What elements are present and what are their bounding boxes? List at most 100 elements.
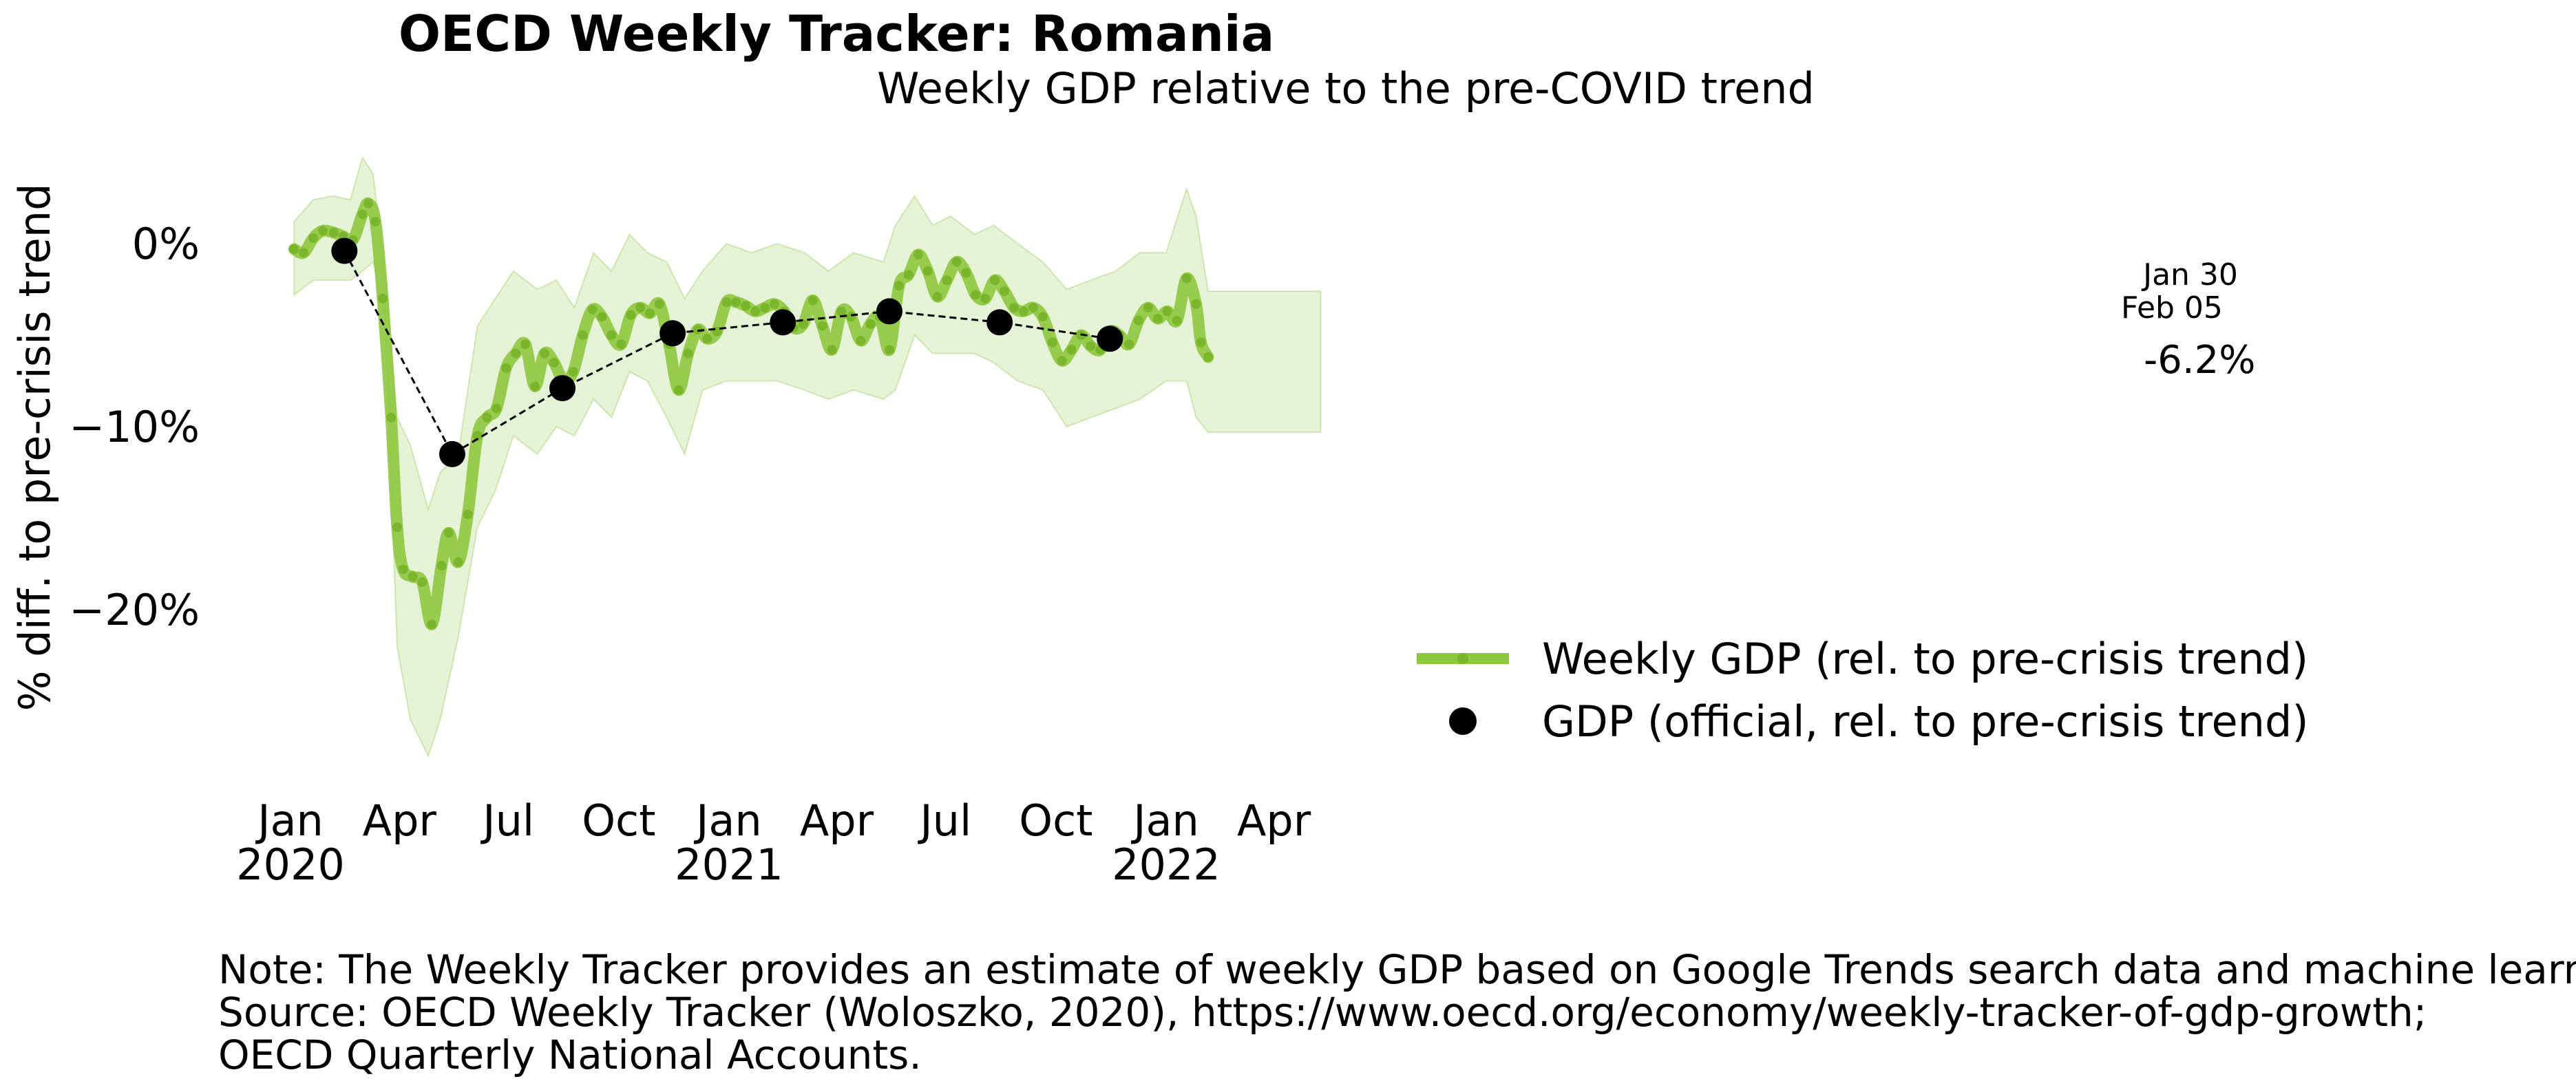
weekly-gdp-point <box>836 306 847 317</box>
weekly-gdp-point <box>482 412 492 423</box>
weekly-gdp-point <box>398 564 408 575</box>
weekly-gdp-point <box>289 244 299 254</box>
annotation-last-date-1: Jan 30 <box>2141 257 2238 292</box>
confidence-band <box>293 156 1322 758</box>
weekly-gdp-point <box>971 290 981 300</box>
annotation-last-date-2: Feb 05 <box>2121 290 2223 325</box>
x-tick-label: Jan <box>693 795 762 846</box>
weekly-gdp-point <box>894 281 904 291</box>
weekly-gdp-point <box>597 312 607 322</box>
weekly-gdp-point <box>635 303 646 313</box>
weekly-gdp-point <box>587 304 598 314</box>
weekly-gdp-point <box>683 348 693 359</box>
weekly-gdp-point <box>693 325 703 334</box>
legend-line-swatch-dot <box>1457 653 1468 664</box>
weekly-gdp-point <box>427 619 437 630</box>
weekly-gdp-point <box>392 522 402 533</box>
legend-label-official: GDP (official, rel. to pre-crisis trend) <box>1542 696 2309 747</box>
footnote-line-1: Note: The Weekly Tracker provides an est… <box>218 946 2576 993</box>
confidence-band-layer <box>293 156 1322 758</box>
weekly-gdp-point <box>443 528 454 538</box>
weekly-gdp-point <box>299 248 309 258</box>
weekly-gdp-point <box>951 257 962 267</box>
weekly-gdp-point <box>827 345 837 355</box>
weekly-gdp-point <box>846 312 856 322</box>
weekly-gdp-point <box>1047 337 1057 348</box>
weekly-gdp-point <box>453 557 463 567</box>
official-gdp-point <box>876 298 902 325</box>
weekly-gdp-point <box>961 268 971 278</box>
weekly-gdp-point <box>578 330 588 340</box>
weekly-gdp-point <box>673 385 684 395</box>
weekly-gdp-point <box>760 303 770 313</box>
weekly-gdp-point <box>856 336 866 345</box>
weekly-gdp-point <box>530 381 540 392</box>
weekly-gdp-point <box>990 275 1000 286</box>
x-tick-label: Apr <box>363 795 437 846</box>
weekly-gdp-point <box>1143 303 1153 313</box>
weekly-gdp-point <box>539 348 549 359</box>
weekly-gdp-point <box>654 299 664 309</box>
weekly-gdp-point <box>1181 273 1192 284</box>
weekly-gdp-point <box>549 357 559 367</box>
weekly-gdp-point <box>492 403 502 414</box>
weekly-gdp-point <box>1191 299 1201 309</box>
weekly-gdp-point <box>386 412 397 423</box>
weekly-gdp-point <box>750 306 761 317</box>
x-tick-label: Oct <box>582 795 655 846</box>
x-tick-label: Jul <box>480 795 534 846</box>
chart-subtitle: Weekly GDP relative to the pre-COVID tre… <box>877 63 1815 114</box>
weekly-gdp-point <box>807 295 818 306</box>
weekly-gdp-point <box>417 577 427 588</box>
weekly-gdp-point <box>606 330 617 340</box>
legend: Weekly GDP (rel. to pre-crisis trend) GD… <box>1417 634 2309 747</box>
weekly-gdp-point <box>903 270 914 280</box>
weekly-gdp-point <box>942 275 952 286</box>
weekly-gdp-point <box>363 198 374 209</box>
weekly-gdp-point <box>932 292 942 302</box>
weekly-gdp-point <box>1124 339 1134 350</box>
y-tick-label: −10% <box>69 402 200 452</box>
weekly-gdp-point <box>980 293 991 303</box>
footnote-line-2: Source: OECD Weekly Tracker (Woloszko, 2… <box>218 989 2427 1036</box>
weekly-gdp-point <box>721 297 732 308</box>
y-axis-label: % diff. to pre-crisis trend <box>10 184 60 712</box>
weekly-gdp-point <box>308 233 319 243</box>
weekly-gdp-point <box>626 310 636 320</box>
official-gdp-layer <box>331 237 1123 467</box>
weekly-gdp-point <box>1172 315 1182 325</box>
weekly-gdp-point <box>568 367 578 377</box>
weekly-gdp-point <box>463 509 473 520</box>
weekly-gdp-point <box>511 348 521 359</box>
x-tick-year-label: 2021 <box>675 840 783 890</box>
weekly-gdp-point <box>922 266 933 276</box>
weekly-gdp-point <box>702 334 712 344</box>
official-gdp-point <box>331 237 358 264</box>
weekly-gdp-point <box>1162 306 1172 317</box>
x-tick-label: Jan <box>255 795 324 846</box>
weekly-gdp-point <box>731 297 741 308</box>
y-tick-label: −20% <box>69 585 200 635</box>
official-gdp-point <box>1097 325 1123 352</box>
official-gdp-point <box>770 309 796 336</box>
x-tick-label: Apr <box>800 795 874 846</box>
weekly-gdp-point <box>1009 303 1019 313</box>
official-gdp-point <box>986 309 1013 336</box>
official-gdp-point <box>439 440 465 467</box>
weekly-gdp-point <box>616 339 626 350</box>
weekly-gdp-point <box>1152 314 1163 324</box>
weekly-gdp-point <box>1037 312 1048 322</box>
weekly-gdp-point <box>1018 306 1028 317</box>
weekly-gdp-point <box>328 228 339 237</box>
weekly-gdp-point <box>865 319 876 329</box>
footnote-line-3: OECD Quarterly National Accounts. <box>218 1032 922 1078</box>
weekly-gdp-point <box>472 431 483 441</box>
legend-marker-swatch <box>1449 707 1477 735</box>
annotation-last-value: -6.2% <box>2144 338 2255 383</box>
weekly-gdp-point <box>1000 286 1010 297</box>
weekly-gdp-point <box>1196 337 1206 348</box>
weekly-gdp-point <box>817 321 827 331</box>
x-tick-label: Apr <box>1237 795 1311 846</box>
